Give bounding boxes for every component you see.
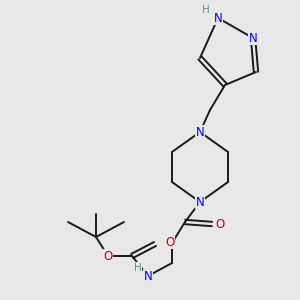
Text: O: O xyxy=(103,250,112,262)
Text: H: H xyxy=(134,263,142,273)
Text: N: N xyxy=(214,11,222,25)
Text: O: O xyxy=(165,236,175,248)
Text: N: N xyxy=(196,196,204,208)
Text: H: H xyxy=(202,5,210,15)
Text: N: N xyxy=(144,269,152,283)
Text: N: N xyxy=(249,32,257,44)
Text: N: N xyxy=(196,125,204,139)
Text: O: O xyxy=(215,218,225,230)
